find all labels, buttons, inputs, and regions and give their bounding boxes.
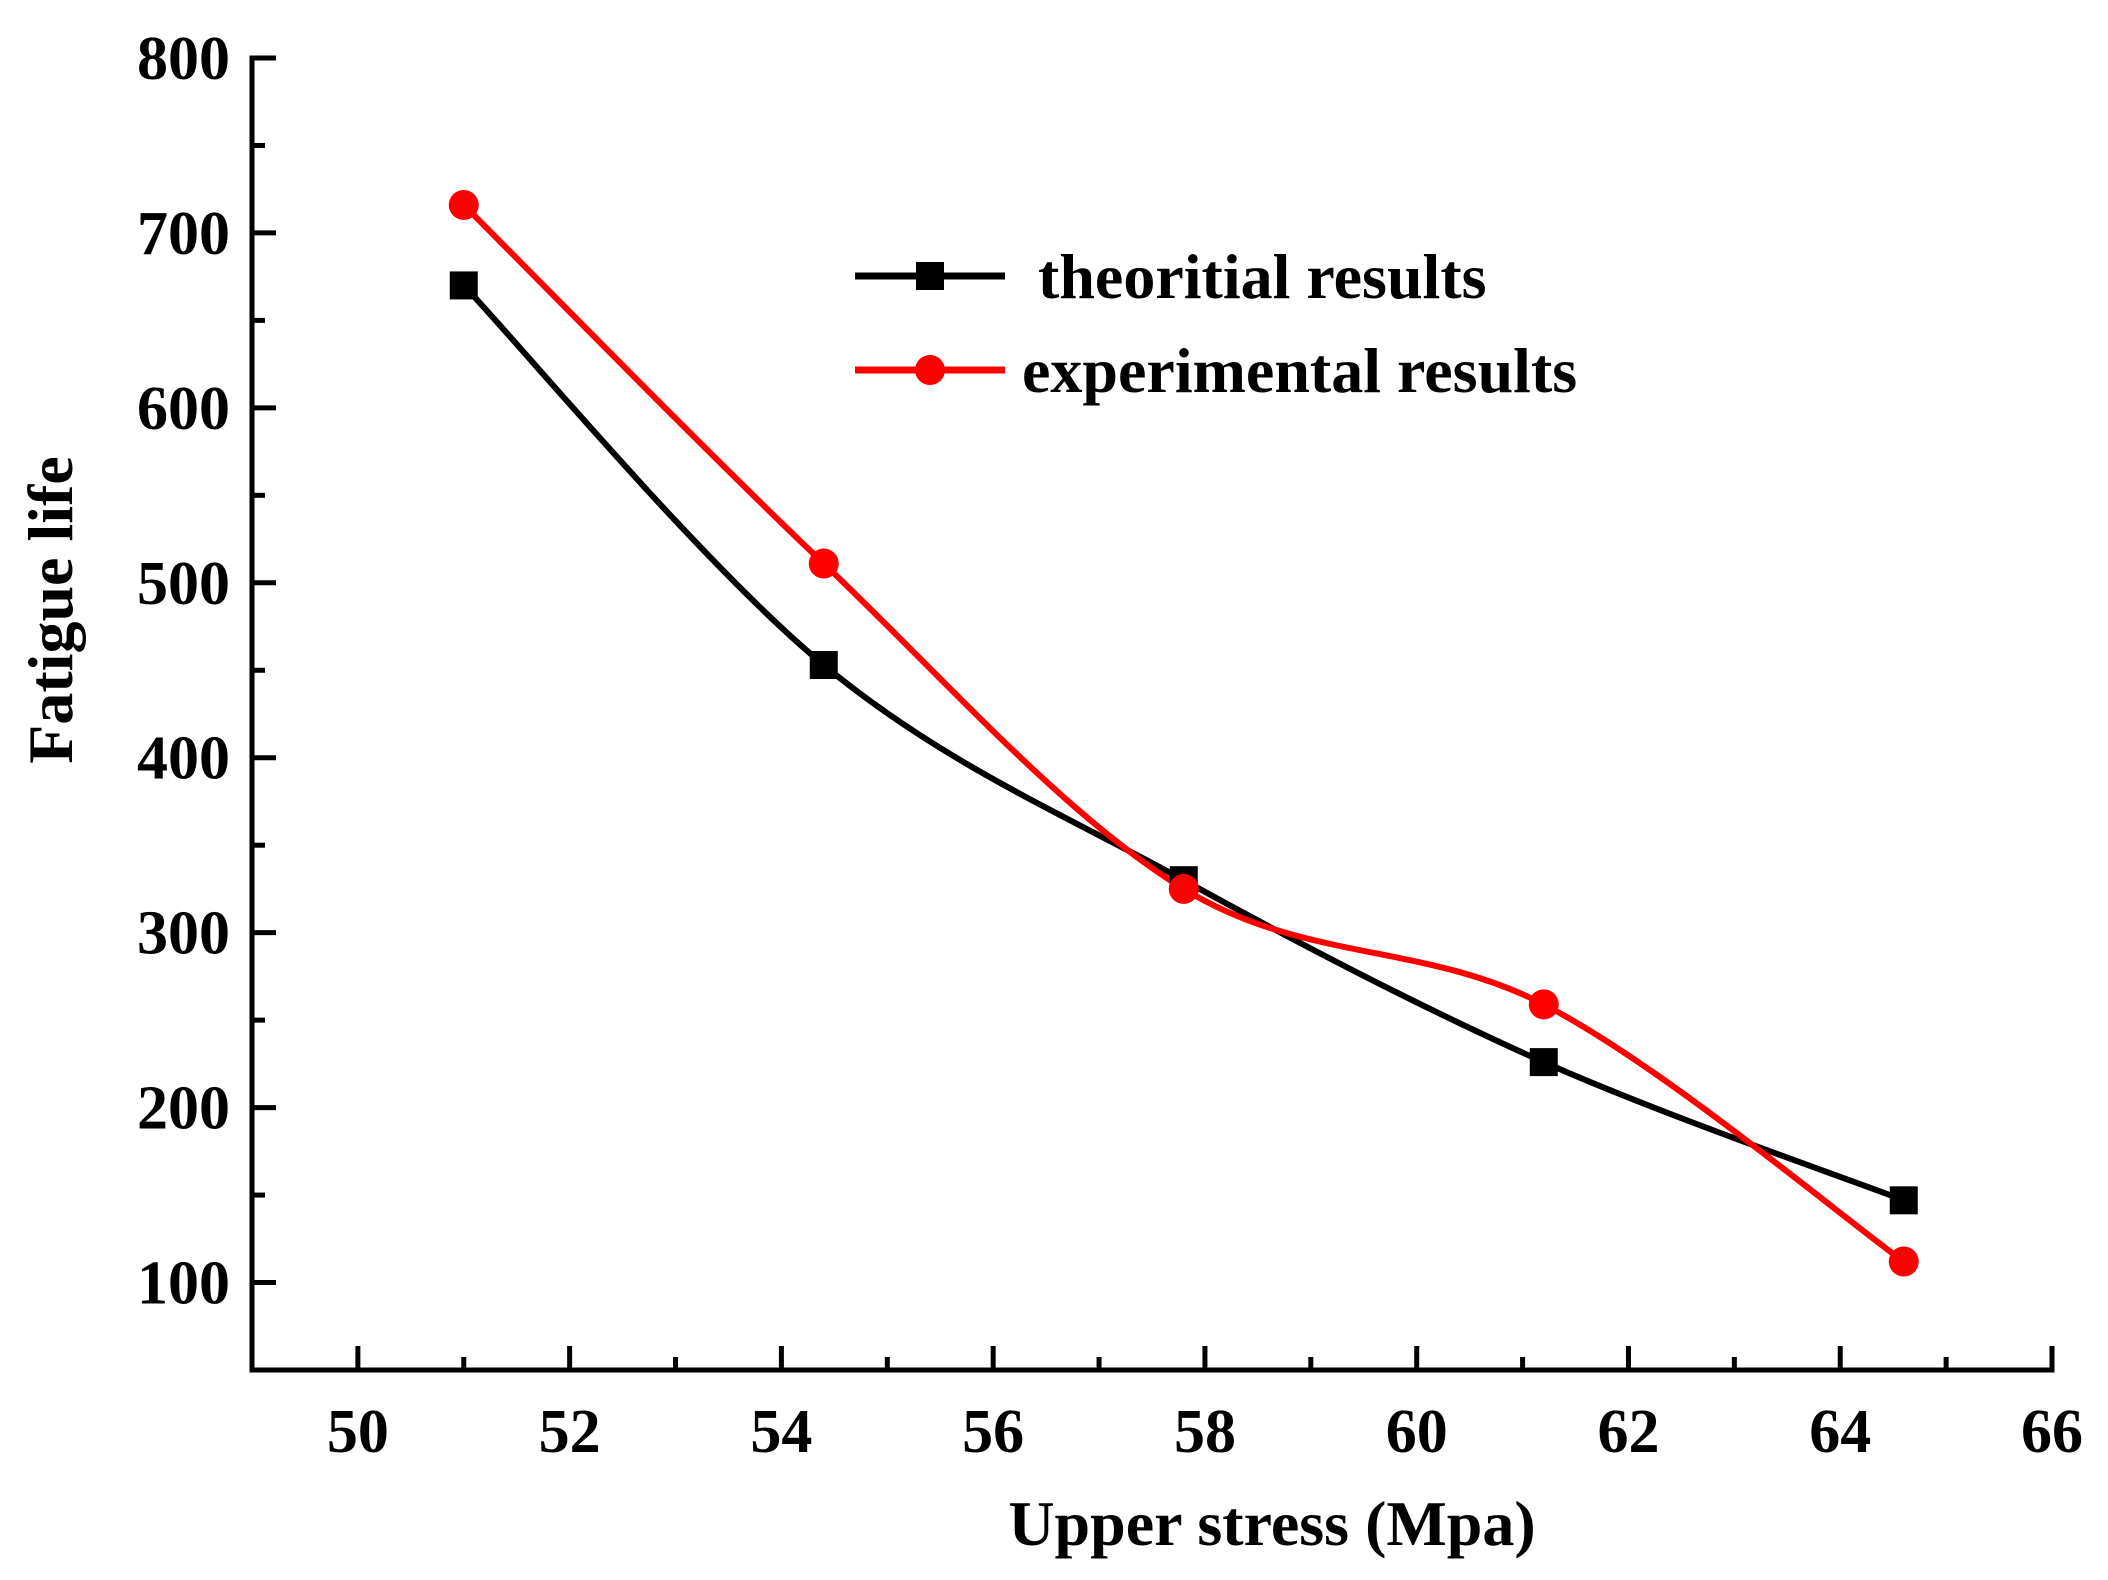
x-tick-label: 56 [962,1398,1024,1466]
y-tick-label: 600 [137,375,230,443]
y-tick-label: 500 [137,550,230,618]
legend-label-0: theoritial results [1038,241,1487,312]
series-0-point [809,651,838,680]
x-tick-label: 66 [2021,1398,2083,1466]
series-layer [448,189,1919,1277]
series-1-point [448,189,479,220]
series-0-point [1889,1186,1918,1215]
y-tick-label: 400 [137,725,230,793]
x-axis-title: Upper stress (Mpa) [1008,1488,1535,1559]
x-tick-label: 64 [1809,1398,1871,1466]
y-tick-label: 800 [137,25,230,93]
y-axis-title: Fatigue life [15,456,86,763]
series-1-point [808,548,839,579]
legend-label-1: experimental results [1022,335,1577,406]
x-tick-label: 52 [539,1398,601,1466]
series-0-point [1529,1048,1558,1077]
y-tick-label: 200 [137,1075,230,1143]
y-tick-label: 300 [137,900,230,968]
x-tick-label: 60 [1386,1398,1448,1466]
series-1-point [1168,873,1199,904]
series-0-point [449,271,478,300]
x-tick-label: 58 [1174,1398,1236,1466]
legend-marker-square [916,262,944,290]
series-line-1 [461,202,1906,1264]
legend: theoritial results experimental results [855,241,1577,406]
series-1-point [1888,1246,1919,1277]
y-tick-label: 100 [137,1250,230,1318]
y-tick-label: 700 [137,200,230,268]
x-tick-label: 50 [327,1398,389,1466]
series-1-point [1528,989,1559,1020]
legend-marker-circle [915,355,945,385]
axes-layer: 50 52 54 56 58 60 62 64 66 100 200 300 400 500 600 700 8… [137,25,2083,1466]
x-tick-label: 54 [750,1398,812,1466]
x-tick-label: 62 [1597,1398,1659,1466]
